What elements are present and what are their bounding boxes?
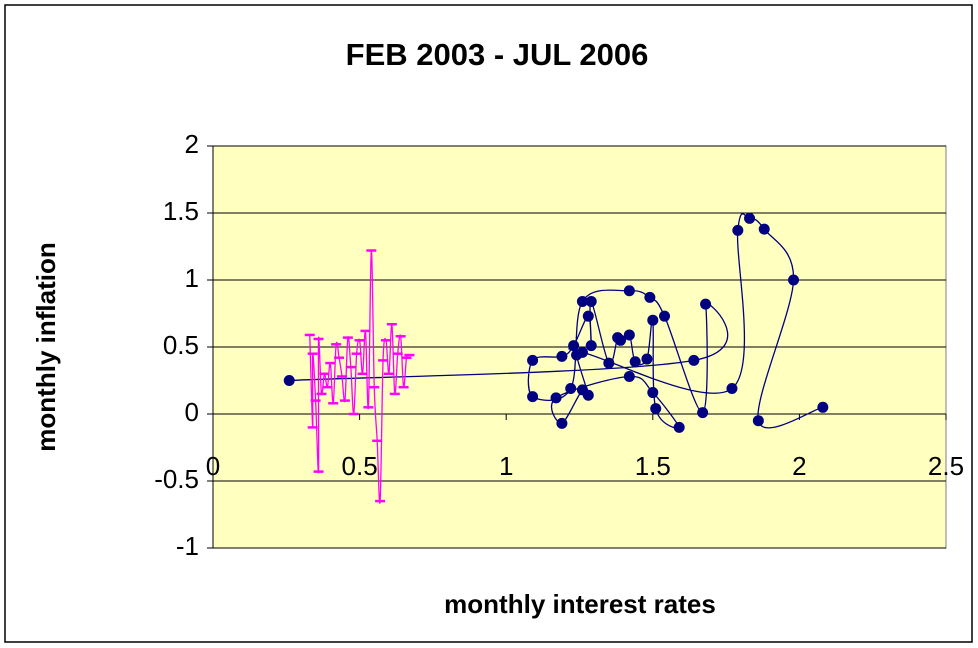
- x-tick-label: 2.5: [928, 451, 964, 481]
- data-point: [582, 310, 594, 322]
- x-tick-label: 0.5: [342, 451, 378, 481]
- data-point: [527, 391, 539, 403]
- data-point: [697, 407, 709, 419]
- y-tick-label: 0.5: [163, 330, 199, 360]
- data-point: [576, 295, 588, 307]
- y-axis-label: monthly inflation: [31, 242, 61, 451]
- y-tick-label: 0: [185, 397, 199, 427]
- data-point: [585, 295, 597, 307]
- chart-title: FEB 2003 - JUL 2006: [346, 37, 649, 72]
- data-point: [615, 334, 627, 346]
- data-point: [582, 389, 594, 401]
- data-point: [732, 224, 744, 236]
- data-point: [726, 383, 738, 395]
- data-point: [817, 401, 829, 413]
- x-axis-label: monthly interest rates: [444, 589, 716, 619]
- data-point: [576, 346, 588, 358]
- data-point: [700, 298, 712, 310]
- data-point: [550, 392, 562, 404]
- y-tick-label: 1: [185, 263, 199, 293]
- data-point: [565, 383, 577, 395]
- x-tick-label: 2: [792, 451, 806, 481]
- y-tick-label: -0.5: [154, 464, 199, 494]
- data-point: [556, 417, 568, 429]
- data-point: [647, 314, 659, 326]
- y-tick-label: 2: [185, 129, 199, 159]
- data-point: [647, 387, 659, 399]
- data-point: [744, 212, 756, 224]
- data-point: [644, 291, 656, 303]
- x-tick-label: 1.5: [635, 451, 671, 481]
- data-point: [650, 403, 662, 415]
- data-point: [623, 370, 635, 382]
- data-point: [788, 274, 800, 286]
- data-point: [629, 356, 641, 368]
- data-point: [623, 285, 635, 297]
- data-point: [603, 357, 615, 369]
- data-point: [283, 375, 295, 386]
- data-point: [752, 415, 764, 427]
- series-line: [309, 249, 410, 504]
- data-point: [585, 340, 597, 352]
- data-point: [673, 421, 685, 433]
- y-tick-label: 1.5: [163, 196, 199, 226]
- data-point: [688, 354, 700, 366]
- y-tick-label: -1: [176, 531, 199, 561]
- x-tick-label: 1: [499, 451, 513, 481]
- data-point: [623, 329, 635, 341]
- data-point: [758, 223, 770, 235]
- data-point: [568, 340, 580, 352]
- data-point: [641, 353, 653, 365]
- data-point: [659, 310, 671, 322]
- data-point: [527, 354, 539, 366]
- data-point: [556, 350, 568, 362]
